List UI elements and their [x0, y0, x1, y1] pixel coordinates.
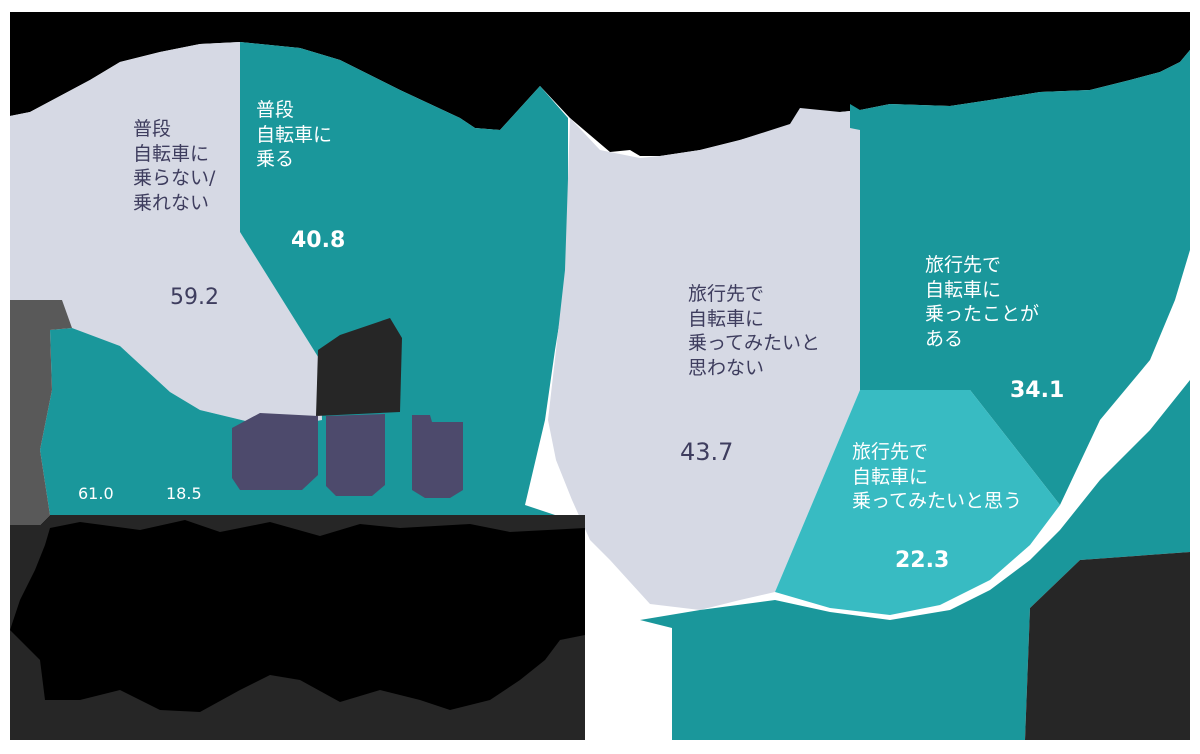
label-line: 自転車に [852, 465, 929, 488]
label-line: 乗ったことが [925, 303, 1040, 326]
label-line: 自転車に [688, 307, 765, 330]
left-ride-label: 普段 自転車に 乗る [256, 98, 332, 172]
right-want-label: 旅行先で 自転車に 乗ってみたいと思う [852, 440, 1022, 514]
label-line: 旅行先で [852, 441, 929, 463]
label-line: 普段 [133, 118, 172, 140]
left-pie-slice-noride [10, 42, 322, 428]
label-line: 思わない [688, 357, 765, 380]
navy-bar-2 [326, 414, 385, 496]
fragment-value-2: 18.5 [166, 484, 202, 503]
right-bottom-charcoal [1025, 552, 1190, 740]
label-line: 普段 [256, 99, 295, 121]
label-line: 乗ってみたいと思う [852, 490, 1023, 513]
left-gray-strip [10, 300, 72, 525]
right-pie-slice-rode [850, 50, 1190, 505]
black-band-top [10, 12, 1190, 156]
right-notwant-value: 43.7 [680, 438, 734, 466]
label-line: 乗ってみたいと [688, 332, 821, 355]
label-line: 乗る [256, 148, 295, 171]
label-line: 旅行先で [925, 254, 1002, 276]
label-line: 自転車に [256, 123, 333, 146]
label-line: 旅行先で [688, 283, 765, 305]
dark-tile [316, 318, 402, 416]
right-bottom-teal [640, 380, 1190, 740]
navy-bar-3 [412, 415, 463, 498]
left-noride-label: 普段 自転車に 乗らない/ 乗れない [133, 117, 215, 216]
label-line: 自転車に [925, 278, 1002, 301]
label-line: 乗れない [133, 192, 210, 215]
label-line: 乗らない/ [133, 167, 216, 190]
label-line: ある [925, 328, 964, 351]
right-rode-value: 34.1 [1010, 378, 1065, 403]
right-want-value: 22.3 [895, 548, 950, 573]
left-pie-slice-ride [40, 42, 585, 526]
fragment-value-1: 61.0 [78, 484, 114, 503]
left-noride-value: 59.2 [170, 285, 219, 310]
label-line: 自転車に [133, 142, 210, 165]
right-pie-slice-notwant [548, 108, 860, 610]
left-bottom-black [10, 520, 585, 712]
left-ride-value: 40.8 [291, 228, 346, 253]
right-rode-label: 旅行先で 自転車に 乗ったことが ある [925, 253, 1039, 352]
right-pie-slice-want [775, 390, 1060, 615]
right-notwant-label: 旅行先で 自転車に 乗ってみたいと 思わない [688, 282, 820, 381]
navy-bar-1 [232, 413, 318, 490]
